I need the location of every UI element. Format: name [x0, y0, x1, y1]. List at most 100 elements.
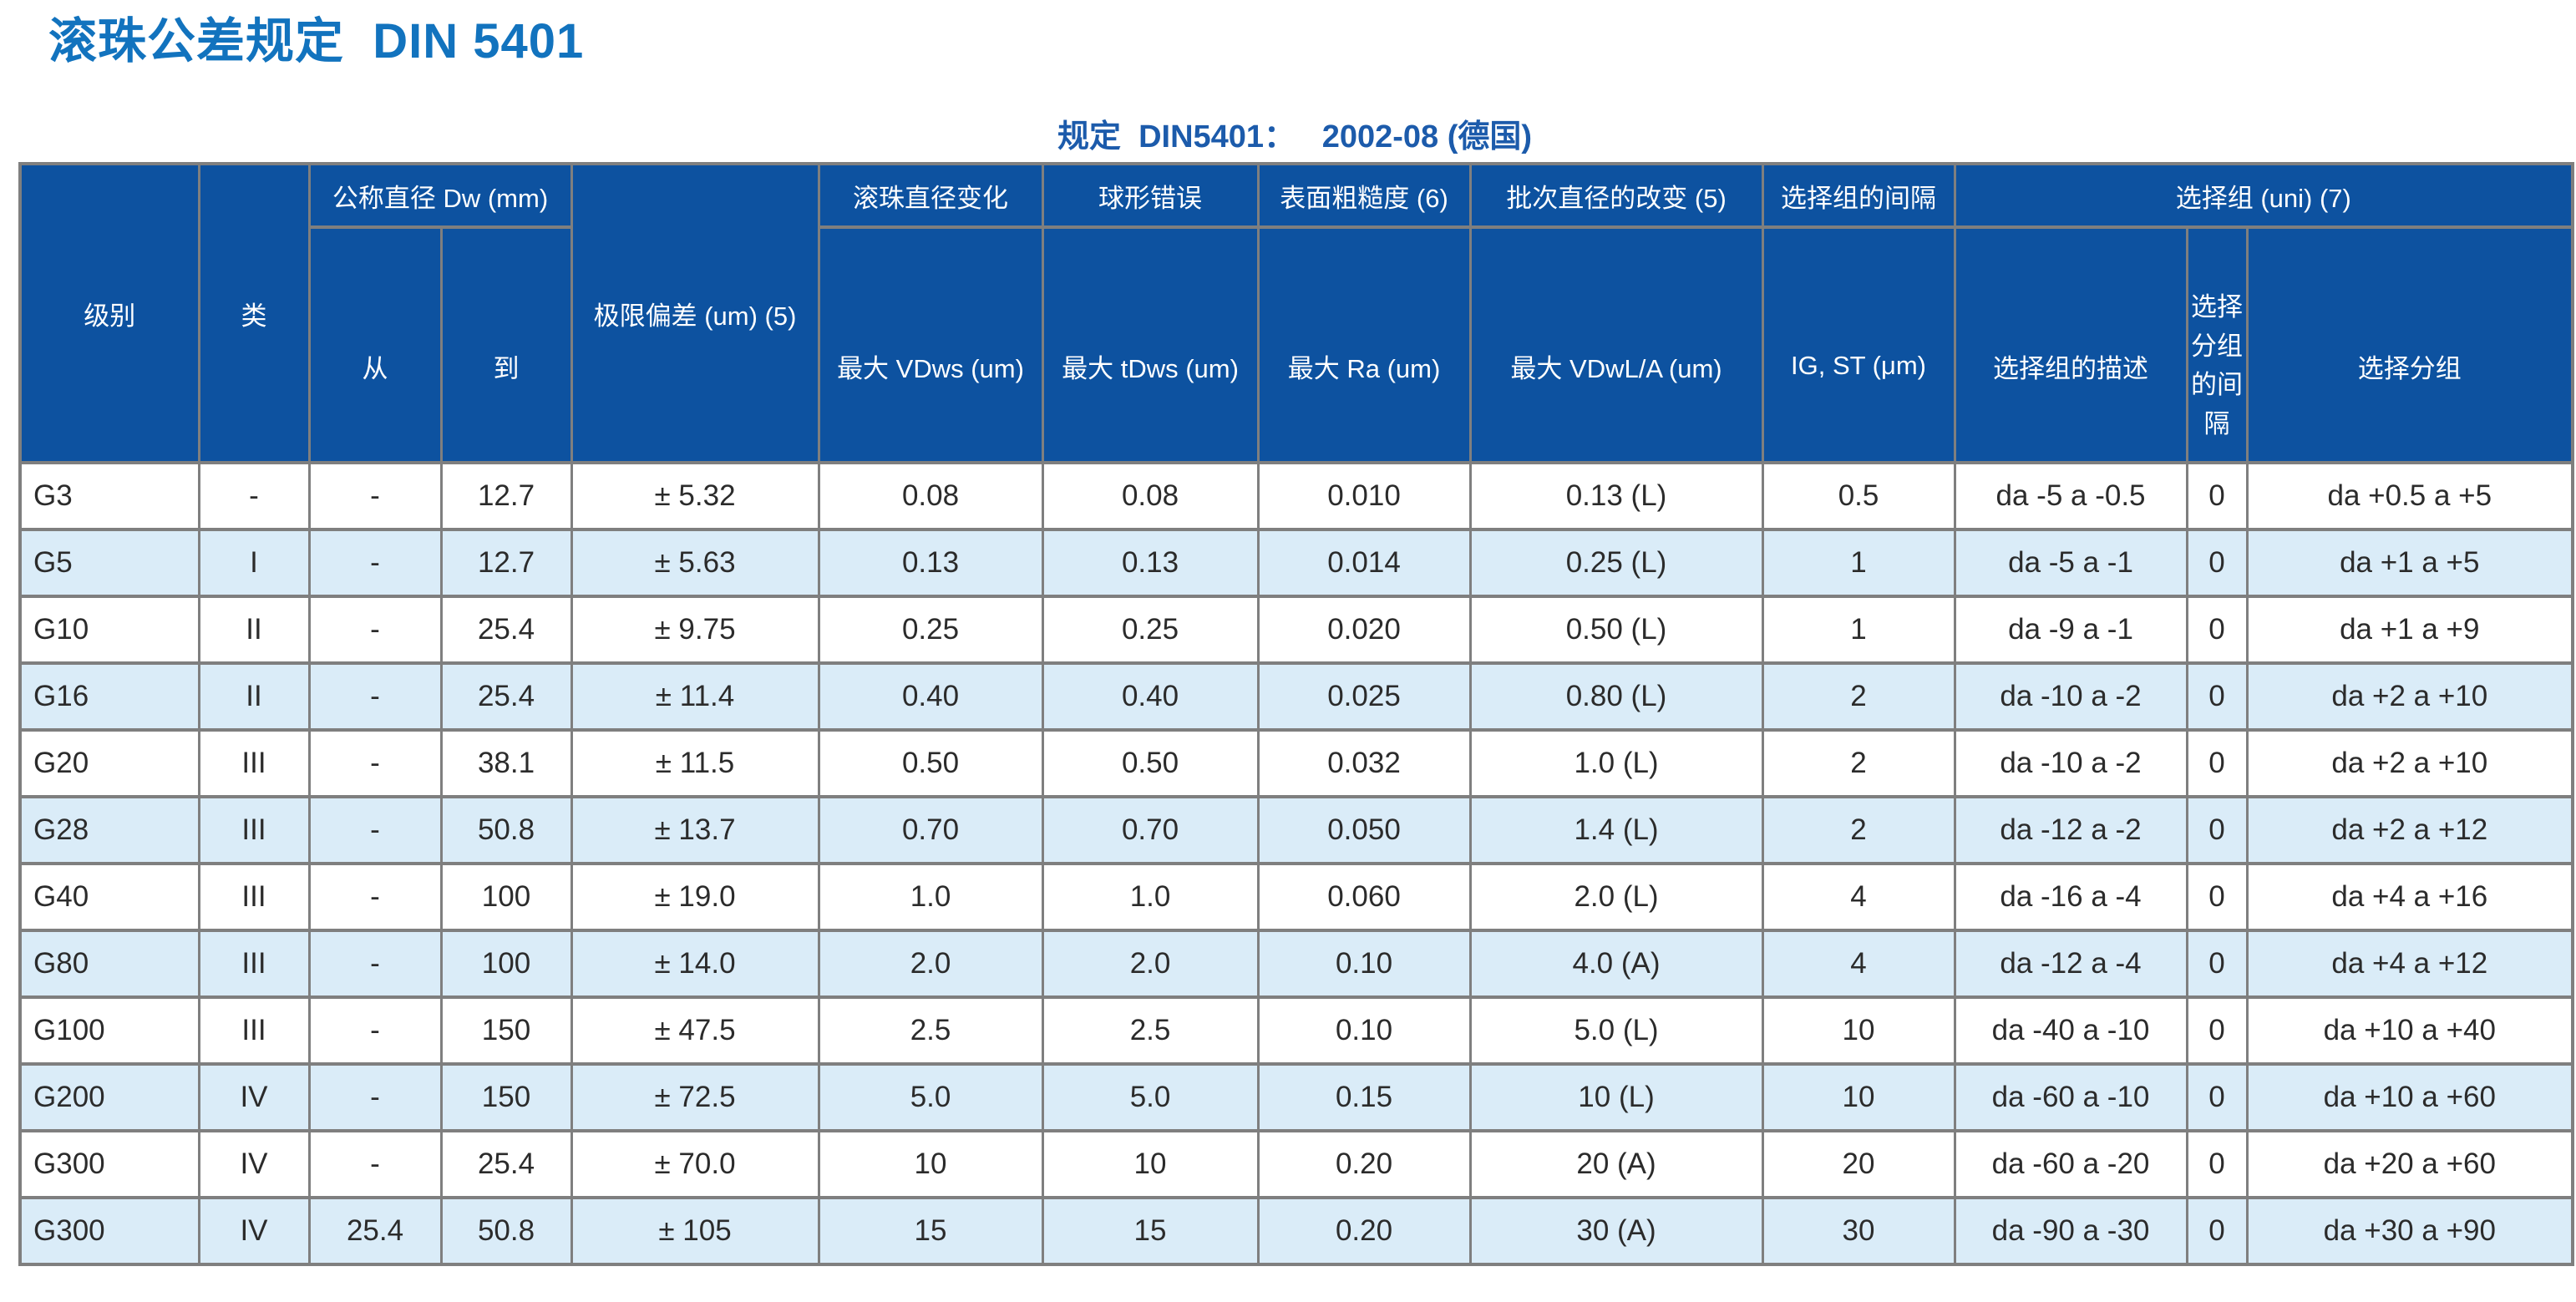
cell: 5.0	[1041, 1062, 1260, 1132]
cell: ± 5.32	[570, 461, 820, 531]
cell: 0.050	[1256, 795, 1472, 865]
table-row: G300 IV 25.4 50.8 ± 105 15 15 0.20 30 (A) 30 da -9…	[18, 1196, 2574, 1266]
cell: da +4 a +12	[2245, 929, 2574, 999]
tolerance-table: 级别 类 公称直径 Dw (mm) 极限偏差 (um) (5) 滚珠直径变化 球…	[18, 162, 2575, 1266]
cell: 25.4	[439, 1129, 573, 1199]
cell: da -60 a -10	[1953, 1062, 2188, 1132]
cell: -	[307, 929, 443, 999]
cell: III	[197, 862, 311, 932]
table-row: G200 IV -150 ± 72.5 5.0 5.0 0.15 10 (L) 10 da -60…	[18, 1062, 2574, 1132]
cell: II	[197, 661, 311, 732]
cell: IV	[197, 1196, 311, 1266]
cell: da -5 a -0.5	[1953, 461, 2188, 531]
cell: 1.0	[817, 862, 1044, 932]
cell: III	[197, 728, 311, 798]
cell: ± 13.7	[570, 795, 820, 865]
cell: 0.08	[817, 461, 1044, 531]
cell: 2.0 (L)	[1468, 862, 1764, 932]
cell: 2.0	[1041, 929, 1260, 999]
cell: 0.10	[1256, 995, 1472, 1066]
grade-cell: G100	[18, 995, 200, 1066]
cell: 0.025	[1256, 661, 1472, 732]
cell: 0.032	[1256, 728, 1472, 798]
cell: da -10 a -2	[1953, 728, 2188, 798]
ball-diameter-variation-header: 滚珠直径变化	[817, 162, 1044, 229]
cell: ± 19.0	[570, 862, 820, 932]
cell: 10	[1761, 995, 1956, 1066]
cell: 0.13	[817, 528, 1044, 598]
cell: ± 9.75	[570, 595, 820, 665]
cell: 0.70	[817, 795, 1044, 865]
cell: 5.0	[817, 1062, 1044, 1132]
class-header: 类	[197, 162, 311, 464]
cell: 0.15	[1256, 1062, 1472, 1132]
cell: 0.020	[1256, 595, 1472, 665]
cell: I	[197, 528, 311, 598]
cell: 15	[817, 1196, 1044, 1266]
grade-header: 级别	[18, 162, 200, 464]
selection-group-desc-header: 选择组的描述	[1953, 225, 2188, 464]
cell: 100	[439, 929, 573, 999]
cell: da +2 a +12	[2245, 795, 2574, 865]
cell: 15	[1041, 1196, 1260, 1266]
table-header: 级别 类 公称直径 Dw (mm) 极限偏差 (um) (5) 滚珠直径变化 球…	[18, 162, 2574, 464]
table-row: G40 III -100 ± 19.0 1.0 1.0 0.060 2.0 (L) 4 da -1…	[18, 862, 2574, 932]
cell: 0	[2185, 595, 2249, 665]
cell: 0	[2185, 1129, 2249, 1199]
cell: 0.13 (L)	[1468, 461, 1764, 531]
cell: 0.80 (L)	[1468, 661, 1764, 732]
cell: 10	[817, 1129, 1044, 1199]
cell: 4.0 (A)	[1468, 929, 1764, 999]
cell: -	[307, 1062, 443, 1132]
cell: 50.8	[439, 795, 573, 865]
cell: 0.50	[817, 728, 1044, 798]
cell: 0.25 (L)	[1468, 528, 1764, 598]
cell: 25.4	[439, 595, 573, 665]
cell: 20 (A)	[1468, 1129, 1764, 1199]
cell: 1	[1761, 595, 1956, 665]
cell: 2	[1761, 728, 1956, 798]
cell: 0	[2185, 795, 2249, 865]
cell: III	[197, 929, 311, 999]
cell: ± 11.4	[570, 661, 820, 732]
selection-group-interval-header: 选择组的间隔	[1761, 162, 1956, 229]
cell: 10 (L)	[1468, 1062, 1764, 1132]
batch-diameter-change-header: 批次直径的改变 (5)	[1468, 162, 1764, 229]
selection-subgroup-interval-header: 选择分组的间隔	[2185, 225, 2249, 464]
cell: 1	[1761, 528, 1956, 598]
cell: IV	[197, 1129, 311, 1199]
cell: da +30 a +90	[2245, 1196, 2574, 1266]
cell: 0	[2185, 461, 2249, 531]
cell: 2	[1761, 795, 1956, 865]
cell: da -40 a -10	[1953, 995, 2188, 1066]
cell: 0	[2185, 1196, 2249, 1266]
selection-group-header: 选择组 (uni) (7)	[1953, 162, 2574, 229]
cell: -	[307, 795, 443, 865]
table-row: G16 II -25.4 ± 11.4 0.40 0.40 0.025 0.80 (L) 2 da…	[18, 661, 2574, 732]
cell: III	[197, 795, 311, 865]
cell: da +2 a +10	[2245, 728, 2574, 798]
cell: da +2 a +10	[2245, 661, 2574, 732]
grade-cell: G40	[18, 862, 200, 932]
table-row: G28 III -50.8 ± 13.7 0.70 0.70 0.050 1.4 (L) 2 da…	[18, 795, 2574, 865]
table-row: G3- -12.7 ± 5.32 0.08 0.08 0.010 0.13 (L) 0.5 da…	[18, 461, 2574, 531]
spherical-error-header: 球形错误	[1041, 162, 1260, 229]
table-row: G20 III -38.1 ± 11.5 0.50 0.50 0.032 1.0 (L) 2 da…	[18, 728, 2574, 798]
cell: 0.5	[1761, 461, 1956, 531]
cell: 30 (A)	[1468, 1196, 1764, 1266]
cell: II	[197, 595, 311, 665]
cell: 0	[2185, 862, 2249, 932]
cell: 0	[2185, 528, 2249, 598]
cell: 0.13	[1041, 528, 1260, 598]
max-vdwl-header: 最大 VDwL/A (um)	[1468, 225, 1764, 464]
cell: da +20 a +60	[2245, 1129, 2574, 1199]
cell: da +10 a +40	[2245, 995, 2574, 1066]
cell: -	[307, 461, 443, 531]
cell: 1.0	[1041, 862, 1260, 932]
grade-cell: G10	[18, 595, 200, 665]
cell: 0.014	[1256, 528, 1472, 598]
cell: 20	[1761, 1129, 1956, 1199]
grade-cell: G28	[18, 795, 200, 865]
page-title: 滚珠公差规定 DIN 5401	[48, 14, 585, 68]
table-row: G5 I -12.7 ± 5.63 0.13 0.13 0.014 0.25 (L) 1 da -…	[18, 528, 2574, 598]
